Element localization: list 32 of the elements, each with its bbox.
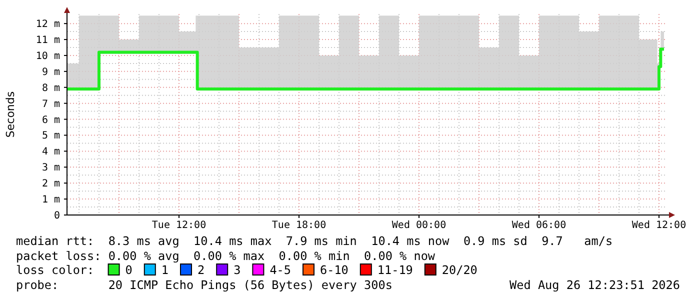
legend-label: 6-10	[320, 263, 348, 277]
x-tick-label: Tue 18:00	[272, 220, 326, 231]
text: packet loss: 0.00 % avg 0.00 % max 0.00 % min 0.00 % now	[16, 249, 436, 263]
text: probe: 20 ICMP Echo Pings (56 Bytes) every 300s	[16, 278, 392, 292]
y-tick-label: 12 m	[36, 19, 60, 30]
y-tick-label: 0	[54, 210, 60, 222]
x-tick-label: Tue 12:00	[152, 220, 206, 231]
y-tick-label: 11 m	[36, 35, 60, 46]
y-tick-label: 1 m	[42, 194, 60, 206]
y-tick-label: 6 m	[42, 114, 60, 126]
y-tick-label: 10 m	[36, 50, 60, 62]
legend-title: loss color:	[16, 263, 94, 277]
legend-label: 4-5	[270, 263, 292, 277]
y-tick-label: 9 m	[42, 66, 60, 78]
legend-label: 0	[125, 263, 132, 277]
legend-label: 3	[234, 263, 241, 277]
y-tick-label: 4 m	[42, 146, 60, 158]
legend-label: 2	[198, 263, 205, 277]
y-axis-title: Seconds	[4, 91, 17, 138]
text: median rtt: 8.3 ms avg 10.4 ms max 7.9 ms min 10.4 ms now 0.9 ms sd 9.7 am/s	[16, 234, 613, 248]
x-tick-label: Wed 12:00	[632, 220, 686, 231]
legend-label: 1	[161, 263, 169, 277]
x-tick-label: Wed 00:00	[392, 220, 446, 231]
x-tick-label: Wed 06:00	[512, 220, 566, 231]
y-tick-label: 3 m	[42, 162, 60, 174]
text: Wed Aug 26 12:23:51 2026	[510, 278, 680, 292]
legend-label: 11-19	[377, 263, 413, 277]
y-tick-label: 8 m	[42, 82, 60, 94]
legend-label: 20/20	[442, 263, 478, 277]
y-tick-label: 5 m	[42, 130, 60, 142]
y-tick-label: 2 m	[42, 178, 60, 190]
y-tick-label: 7 m	[42, 98, 60, 110]
